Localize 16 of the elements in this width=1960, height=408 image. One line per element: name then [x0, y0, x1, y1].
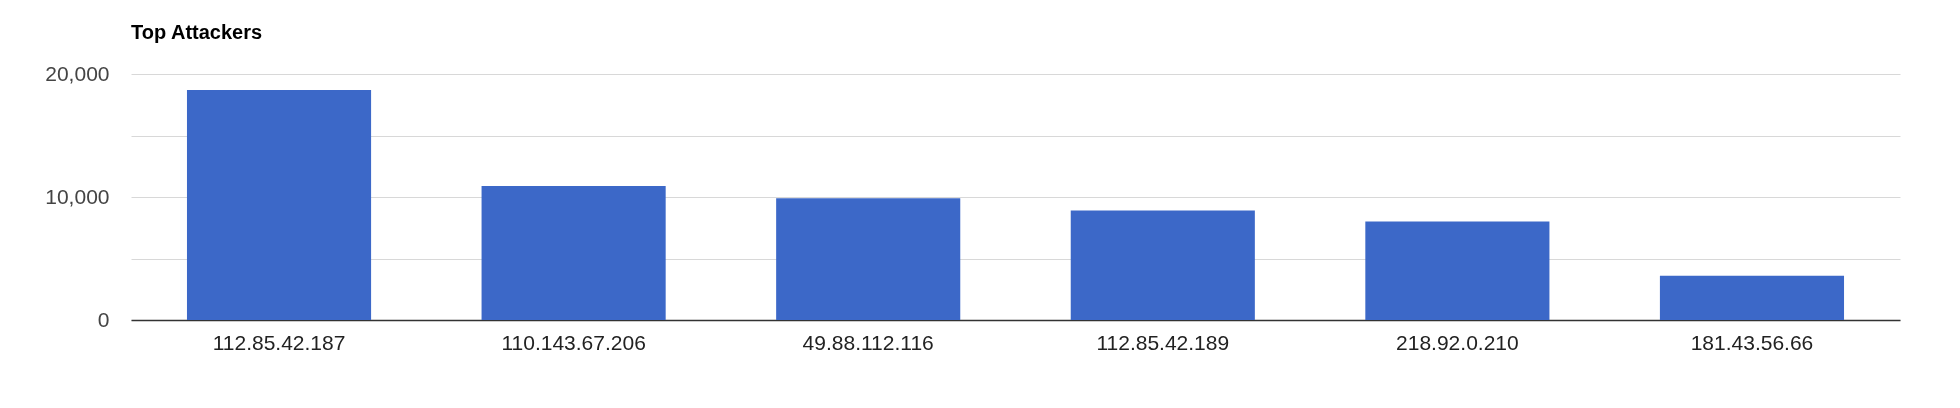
x-tick-label: 181.43.56.66	[1690, 330, 1814, 354]
bar	[776, 198, 961, 320]
x-tick-label: 110.143.67.206	[501, 330, 646, 354]
y-tick-label: 20,000	[45, 61, 110, 85]
bar	[1365, 221, 1550, 320]
chart-title: Top Attackers	[131, 21, 263, 43]
x-tick-label: 218.92.0.210	[1396, 330, 1519, 354]
x-tick-label: 112.85.42.189	[1096, 330, 1230, 354]
y-tick-label: 10,000	[45, 184, 110, 208]
bar	[186, 89, 372, 320]
bar	[481, 185, 666, 320]
y-tick-label: 0	[97, 307, 110, 331]
x-tick-label: 112.85.42.187	[212, 330, 346, 354]
bar	[1070, 210, 1255, 320]
bar	[1659, 275, 1845, 320]
x-tick-label: 49.88.112.116	[802, 330, 934, 354]
